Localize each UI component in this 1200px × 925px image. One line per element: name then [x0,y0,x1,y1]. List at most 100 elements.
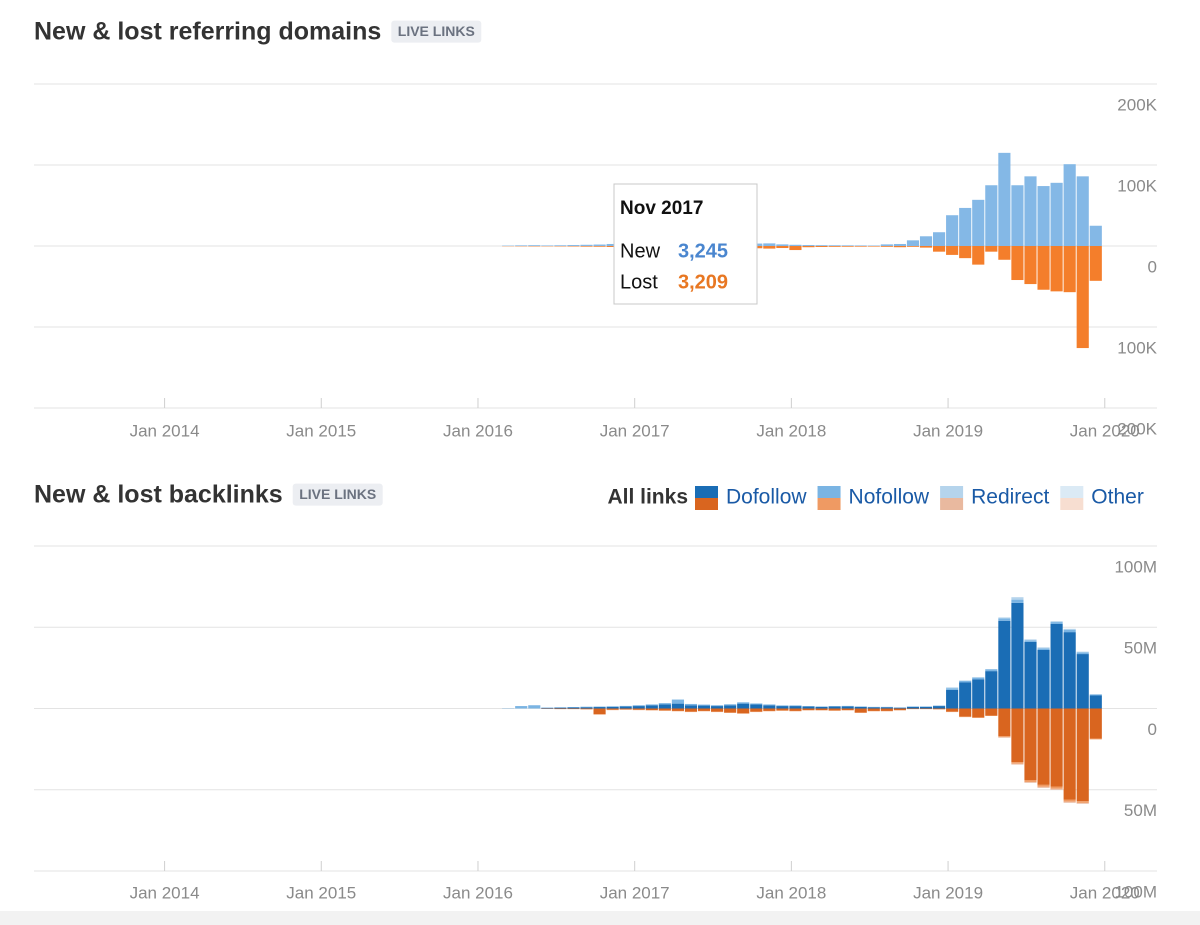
bar [724,708,737,713]
plot: 200K 100K 0 100K 200K Jan 2014 Jan 2015 Jan 201… [34,83,1158,440]
tooltip-series-name: Lost [620,271,658,293]
legend-label[interactable]: Redirect [971,486,1049,509]
bar [554,245,567,246]
bar [1050,624,1063,709]
bar [593,244,606,246]
bar [645,705,658,709]
legend-swatch [695,498,718,510]
bar [933,708,946,710]
legend-item[interactable]: Other [1060,486,1144,510]
bar [867,708,880,711]
bar [763,243,776,246]
bar [528,245,541,246]
bar [985,246,998,252]
legend-item[interactable]: Nofollow [817,486,930,510]
bar [841,708,854,711]
bar [919,246,933,248]
bar [606,708,619,710]
bar [1037,246,1050,290]
legend-label[interactable]: Dofollow [726,486,807,509]
bar [959,207,972,246]
legend-item[interactable]: Redirect [940,486,1049,510]
legend-label[interactable]: Nofollow [849,486,930,509]
bar [658,704,671,709]
bars [502,597,1102,804]
bar [959,708,972,717]
bar [998,152,1011,246]
legend: All links Dofollow Nofollow Redirect Other [607,486,1144,510]
bar [1037,647,1050,649]
bar [593,246,606,247]
bar [985,671,998,709]
x-tick-label: Jan 2018 [756,421,826,440]
bar [1089,225,1102,246]
y-tick-label: 200K [1117,419,1157,438]
bar [776,706,789,709]
bar [1089,695,1102,709]
bar [828,708,841,711]
bar [906,706,920,709]
chart-title: New & lost referring domains [34,18,381,46]
bar [854,245,867,246]
bar [1063,801,1076,803]
bar [815,706,828,709]
bar [972,246,985,265]
bar [567,707,580,709]
bar [619,706,632,709]
bar [1076,652,1089,655]
bar [959,680,972,683]
bar [1011,602,1024,709]
tooltip: Nov 2017 New 3,245 Lost 3,209 [613,183,758,305]
tooltip-value: 3,209 [678,271,728,293]
bar [998,620,1011,709]
bar [724,705,737,709]
bar [658,703,671,705]
bar [1063,628,1076,630]
bar [1076,176,1089,246]
bar [619,705,632,707]
bar [946,687,959,689]
bar [606,243,619,246]
y-tick-label: 50M [1124,801,1157,820]
bar [880,246,893,247]
bar [946,708,959,712]
bar [880,707,893,709]
x-tick-label: Jan 2020 [1070,883,1140,902]
bar [671,699,684,704]
bar [1024,176,1037,246]
bar [1011,763,1024,765]
bar [1024,781,1037,783]
bar [933,706,946,709]
bar [998,246,1011,260]
bar [606,246,619,247]
bar [684,705,698,709]
bar [1076,654,1089,709]
bar [1011,597,1024,600]
bar [1024,640,1037,642]
bar [946,689,959,709]
legend-swatch [695,486,718,498]
legend-label[interactable]: Other [1091,486,1144,509]
bar [1063,799,1076,802]
bar [776,246,789,249]
bar [1063,164,1076,246]
bar [815,246,828,247]
bar [946,215,959,246]
legend-item[interactable]: Dofollow [695,486,807,510]
bar [1076,708,1089,802]
bar [1063,632,1076,709]
legend-swatch [1060,486,1084,498]
bar [697,708,711,711]
bar [1076,651,1089,653]
bar [554,707,567,709]
bar [593,708,606,715]
bar [541,245,554,246]
bar [893,246,906,248]
bar [919,706,933,709]
bottom-strip [0,911,1200,925]
bar [776,705,789,707]
bar [893,708,906,711]
bar [998,737,1011,738]
